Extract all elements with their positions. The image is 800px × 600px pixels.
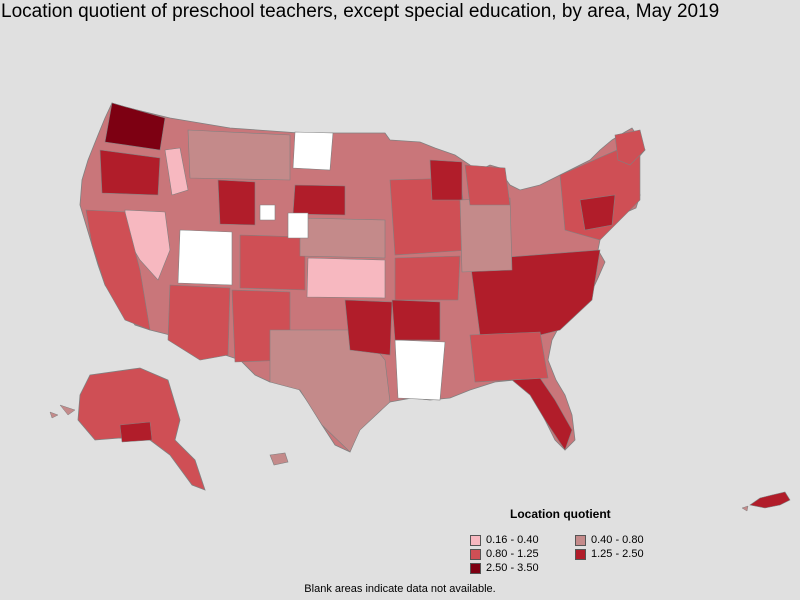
puerto-rico[interactable] xyxy=(269,452,289,466)
legend-item-0: 0.16 - 0.40 xyxy=(470,534,539,546)
area-nebraska xyxy=(299,217,386,259)
area-arkansas xyxy=(391,299,441,341)
legend-swatch-1 xyxy=(575,534,586,546)
area-south-dakota xyxy=(292,184,346,216)
footnote: Blank areas indicate data not available. xyxy=(304,583,496,595)
legend-swatch-4 xyxy=(470,562,481,574)
area-oregon xyxy=(99,149,161,196)
legend: Location quotient 0.16 - 0.40 0.40 - 0.8… xyxy=(470,507,700,577)
area-montana xyxy=(187,129,291,181)
area-maine xyxy=(614,129,646,166)
area-arizona xyxy=(167,284,231,361)
legend-item-2: 0.80 - 1.25 xyxy=(470,548,539,560)
area-kansas xyxy=(306,257,386,299)
region-polygons xyxy=(85,102,646,453)
map-title: Location quotient of preschool teachers,… xyxy=(1,1,720,22)
area-alabama-georgia xyxy=(469,331,549,383)
alaska-chain xyxy=(49,404,76,419)
area-wisconsin xyxy=(429,159,463,201)
legend-swatch-2 xyxy=(470,548,481,560)
legend-label-1: 0.40 - 0.80 xyxy=(591,534,644,546)
legend-item-1: 0.40 - 0.80 xyxy=(575,534,644,546)
area-oklahoma-east xyxy=(344,299,393,356)
area-nd-white xyxy=(259,204,276,221)
hawaii[interactable] xyxy=(741,491,791,512)
area-michigan xyxy=(464,164,511,206)
legend-item-4: 2.50 - 3.50 xyxy=(470,562,539,574)
legend-title: Location quotient xyxy=(510,507,611,521)
area-illinois-indiana xyxy=(459,197,513,273)
area-wy-white xyxy=(287,212,309,239)
area-colorado xyxy=(239,234,306,291)
legend-label-2: 0.80 - 1.25 xyxy=(486,548,539,560)
area-missouri xyxy=(394,255,461,301)
legend-label-0: 0.16 - 0.40 xyxy=(486,534,539,546)
alaska-region xyxy=(119,421,153,443)
area-california xyxy=(85,209,151,331)
area-utah xyxy=(177,229,233,286)
area-florida xyxy=(511,377,573,451)
area-nyc-metro xyxy=(579,194,616,231)
legend-label-4: 2.50 - 3.50 xyxy=(486,562,539,574)
area-mississippi-delta xyxy=(394,339,446,401)
legend-item-3: 1.25 - 2.50 xyxy=(575,548,644,560)
area-north-dakota xyxy=(292,131,334,171)
legend-label-3: 1.25 - 2.50 xyxy=(591,548,644,560)
legend-swatch-0 xyxy=(470,534,481,546)
legend-swatch-3 xyxy=(575,548,586,560)
area-idaho xyxy=(164,147,189,196)
area-washington xyxy=(104,102,166,151)
area-wyoming-west xyxy=(217,179,256,226)
